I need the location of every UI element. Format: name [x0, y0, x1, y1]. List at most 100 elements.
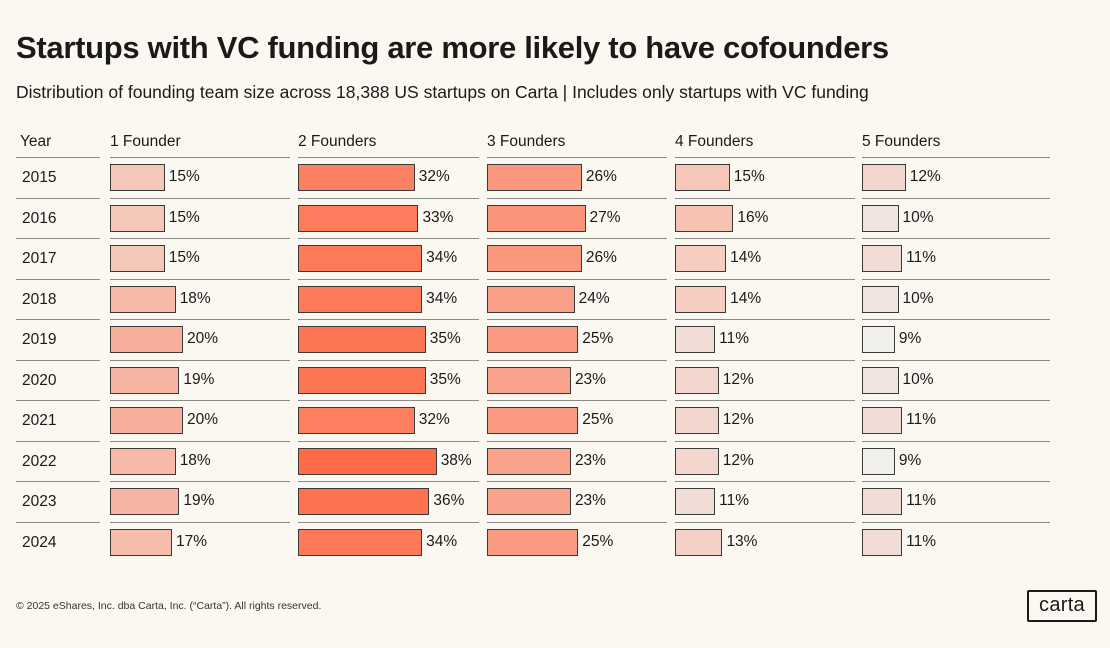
data-label: 26% — [585, 249, 617, 266]
row-divider — [298, 238, 479, 239]
row-divider — [487, 359, 667, 361]
row-divider — [298, 481, 479, 482]
data-label: 20% — [187, 330, 219, 347]
bar-4-founders-2024 — [675, 528, 723, 556]
bar-5-founders-2020 — [862, 366, 899, 394]
bar-2-founders-2016 — [298, 204, 419, 232]
data-label: 33% — [422, 208, 454, 226]
bar-2-founders-2020 — [298, 366, 426, 394]
data-label: 14% — [730, 289, 762, 307]
bar-5-founders-2015 — [862, 164, 906, 191]
bar-2-founders-2015 — [298, 164, 415, 191]
bar-4-founders-2021 — [675, 407, 719, 434]
row-divider — [110, 400, 290, 401]
bar-2-founders-2022 — [298, 447, 437, 475]
copyright-footer: © 2025 eShares, Inc. dba Carta, Inc. (“C… — [16, 600, 322, 612]
bar-5-founders-2017 — [862, 245, 903, 272]
data-label: 25% — [582, 532, 614, 550]
data-label: 23% — [574, 492, 606, 509]
row-divider — [110, 521, 290, 523]
year-label: 2023 — [22, 493, 57, 510]
row-divider — [675, 278, 855, 280]
bar-2-founders-2017 — [298, 245, 423, 272]
row-divider — [675, 481, 855, 482]
data-label: 15% — [168, 168, 200, 185]
carta-logo: carta — [1027, 590, 1097, 622]
bar-5-founders-2018 — [862, 285, 899, 313]
data-label: 36% — [433, 492, 465, 509]
bar-4-founders-2016 — [675, 204, 734, 232]
data-label: 9% — [898, 330, 922, 347]
data-label: 12% — [722, 451, 754, 469]
data-label: 23% — [574, 451, 606, 469]
row-divider — [298, 521, 479, 523]
row-divider — [862, 278, 1050, 280]
data-label: 15% — [733, 168, 765, 185]
bar-1-founder-2019 — [110, 326, 183, 353]
data-label: 12% — [909, 168, 941, 185]
data-label: 14% — [730, 249, 762, 266]
row-divider — [487, 319, 667, 320]
column-header: 1 Founder — [110, 133, 181, 150]
bar-2-founders-2024 — [298, 528, 423, 556]
bar-3-founders-2017 — [487, 245, 582, 272]
bar-3-founders-2022 — [487, 447, 571, 475]
bar-2-founders-2023 — [298, 488, 430, 515]
row-divider — [16, 157, 100, 158]
data-label: 10% — [902, 208, 934, 226]
row-divider — [675, 400, 855, 401]
data-label: 19% — [183, 492, 215, 509]
row-divider — [862, 359, 1050, 361]
data-label: 10% — [902, 370, 934, 388]
data-label: 32% — [418, 168, 450, 185]
row-divider — [298, 440, 479, 442]
row-divider — [487, 238, 667, 239]
data-label: 20% — [187, 411, 219, 428]
column-header: 5 Founders — [862, 133, 941, 150]
year-column-header: Year — [20, 133, 52, 150]
data-label: 24% — [578, 289, 610, 307]
row-divider — [298, 278, 479, 280]
data-label: 18% — [179, 451, 211, 469]
bar-3-founders-2016 — [487, 204, 586, 232]
row-divider — [675, 238, 855, 239]
row-divider — [110, 238, 290, 239]
data-label: 35% — [429, 370, 461, 388]
bar-3-founders-2015 — [487, 164, 582, 191]
bar-2-founders-2019 — [298, 326, 426, 353]
row-divider — [675, 157, 855, 158]
bar-1-founder-2022 — [110, 447, 176, 475]
row-divider — [487, 521, 667, 523]
bar-1-founder-2016 — [110, 204, 165, 232]
row-divider — [110, 481, 290, 482]
year-label: 2018 — [22, 290, 57, 308]
row-divider — [16, 400, 100, 401]
row-divider — [110, 319, 290, 320]
bar-4-founders-2023 — [675, 488, 716, 515]
data-label: 34% — [426, 289, 458, 307]
row-divider — [862, 319, 1050, 320]
row-divider — [298, 400, 479, 401]
row-divider — [487, 481, 667, 482]
data-label: 25% — [582, 411, 614, 428]
data-label: 26% — [585, 168, 617, 185]
data-label: 17% — [176, 532, 208, 550]
row-divider — [298, 157, 479, 158]
row-divider — [487, 400, 667, 401]
row-divider — [16, 278, 100, 280]
bar-4-founders-2022 — [675, 447, 719, 475]
row-divider — [862, 157, 1050, 158]
bar-1-founder-2015 — [110, 164, 165, 191]
year-label: 2019 — [22, 331, 57, 348]
row-divider — [110, 440, 290, 442]
row-divider — [862, 238, 1050, 239]
row-divider — [298, 359, 479, 361]
data-label: 32% — [418, 411, 450, 428]
bar-3-founders-2019 — [487, 326, 579, 353]
bar-2-founders-2021 — [298, 407, 415, 434]
row-divider — [298, 319, 479, 320]
row-divider — [487, 197, 667, 199]
data-label: 19% — [183, 370, 215, 388]
row-divider — [675, 521, 855, 523]
bar-1-founder-2017 — [110, 245, 165, 272]
